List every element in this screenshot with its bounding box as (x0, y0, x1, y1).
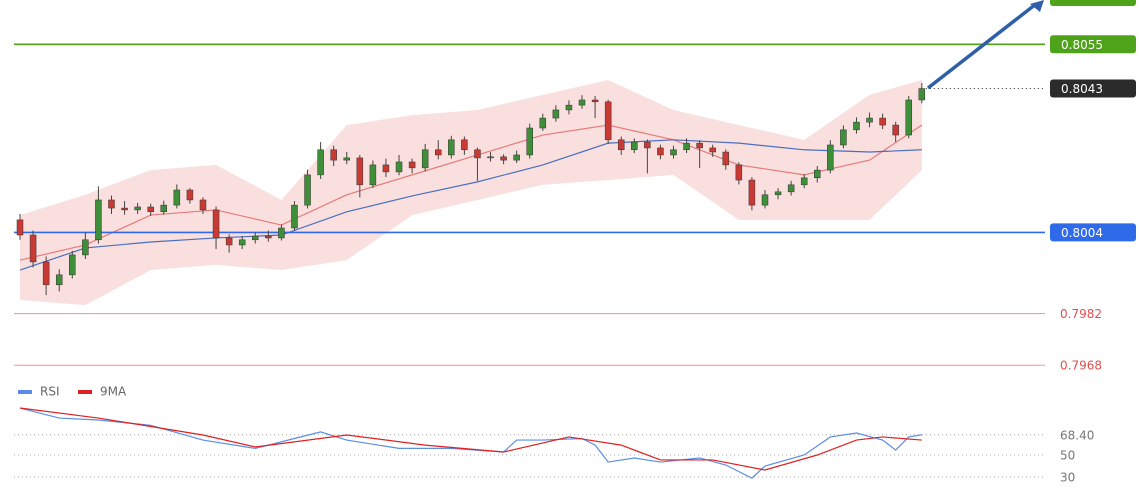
level-label: 0.8043 (1061, 82, 1103, 96)
candle-body (565, 104, 573, 111)
candle-body (526, 127, 533, 156)
candle-body (121, 207, 128, 211)
rsi-layer: 68.40 50 30 RSI 9MA (14, 385, 1094, 485)
offscreen-level-box (1050, 0, 1136, 6)
candle-body (343, 157, 350, 161)
candle-body (330, 149, 337, 161)
candle-body (604, 101, 612, 141)
candle-body (761, 194, 769, 206)
level-label: 0.7968 (1060, 359, 1102, 373)
candle-body (317, 149, 324, 176)
rsi-tick-label: 30 (1060, 471, 1075, 485)
level-box (1050, 223, 1136, 242)
candle-body (252, 235, 259, 241)
candle-body (421, 149, 429, 169)
candle-body (82, 239, 89, 256)
rsi-tick-label: 68.40 (1060, 428, 1094, 442)
candle-body (356, 157, 364, 186)
candle-body (369, 164, 377, 186)
candle-body (238, 239, 246, 246)
candle-body (722, 151, 730, 166)
candle-body (16, 219, 24, 236)
candle-body (395, 161, 403, 173)
candle-body (631, 141, 638, 151)
candle-body (827, 144, 834, 171)
candle-body (578, 99, 586, 106)
arrow-head (1030, 0, 1044, 12)
candle-body (552, 109, 560, 119)
candle-body (644, 141, 651, 149)
level-box (1050, 35, 1136, 54)
candle-body (735, 164, 743, 181)
candle-body (225, 237, 233, 246)
rsi-line (19, 407, 922, 479)
candle-body (787, 184, 795, 193)
candle-body (879, 117, 886, 126)
candle-layer (16, 83, 926, 296)
candle-body (617, 139, 625, 151)
bollinger-band (20, 80, 922, 306)
candle-body (29, 234, 37, 263)
rsi-line (19, 407, 922, 471)
candle-body (147, 206, 154, 213)
candle-body (382, 164, 390, 173)
candle-body (55, 274, 63, 286)
candle-body (683, 142, 690, 151)
level-label: 0.8055 (1061, 38, 1103, 52)
candle-body (108, 199, 115, 209)
level-label: 0.8004 (1061, 226, 1103, 240)
candle-body (853, 121, 860, 131)
candle-body (657, 147, 664, 156)
candle-body (304, 174, 311, 206)
candle-body (186, 189, 194, 201)
candle-body (265, 235, 272, 239)
candle-body (461, 139, 468, 151)
candle-body (487, 156, 494, 159)
candle-body (800, 177, 808, 186)
candle-body (69, 254, 76, 276)
candle-body (591, 99, 599, 103)
candle-body (814, 169, 821, 179)
rsi-tick-label: 50 (1060, 449, 1075, 463)
candle-body (840, 129, 847, 146)
candle-body (160, 204, 168, 213)
legend-label: RSI (40, 385, 60, 399)
candle-body (199, 199, 207, 211)
candle-body (448, 139, 455, 156)
candle-body (905, 99, 913, 136)
candle-body (95, 199, 102, 241)
level-label: 0.7982 (1060, 307, 1102, 321)
candle-body (408, 161, 416, 169)
candle-body (42, 261, 50, 286)
level-layer: 0.8055 0.8043 0.8004 0.7982 0.7968 (14, 35, 1136, 373)
candle-body (866, 117, 873, 123)
moving-average (19, 139, 922, 271)
candle-body (748, 179, 756, 206)
trend-arrow (926, 2, 1038, 90)
candle-body (500, 156, 507, 161)
candle-body (173, 189, 181, 206)
candle-body (774, 191, 782, 196)
band-layer (19, 80, 923, 306)
candle-body (513, 154, 520, 161)
level-box (1050, 79, 1136, 98)
candle-body (709, 147, 716, 153)
candle-body (434, 149, 442, 156)
candle-body (539, 117, 547, 129)
candle-body (474, 149, 481, 159)
candle-body (291, 204, 298, 229)
candle-body (212, 209, 220, 239)
candle-body (670, 149, 677, 156)
candle-body (918, 88, 926, 101)
candle-body (134, 206, 141, 211)
candle-body (278, 227, 285, 239)
candle-body (892, 124, 899, 136)
legend-label: 9MA (100, 385, 127, 399)
candle-body (696, 142, 703, 149)
